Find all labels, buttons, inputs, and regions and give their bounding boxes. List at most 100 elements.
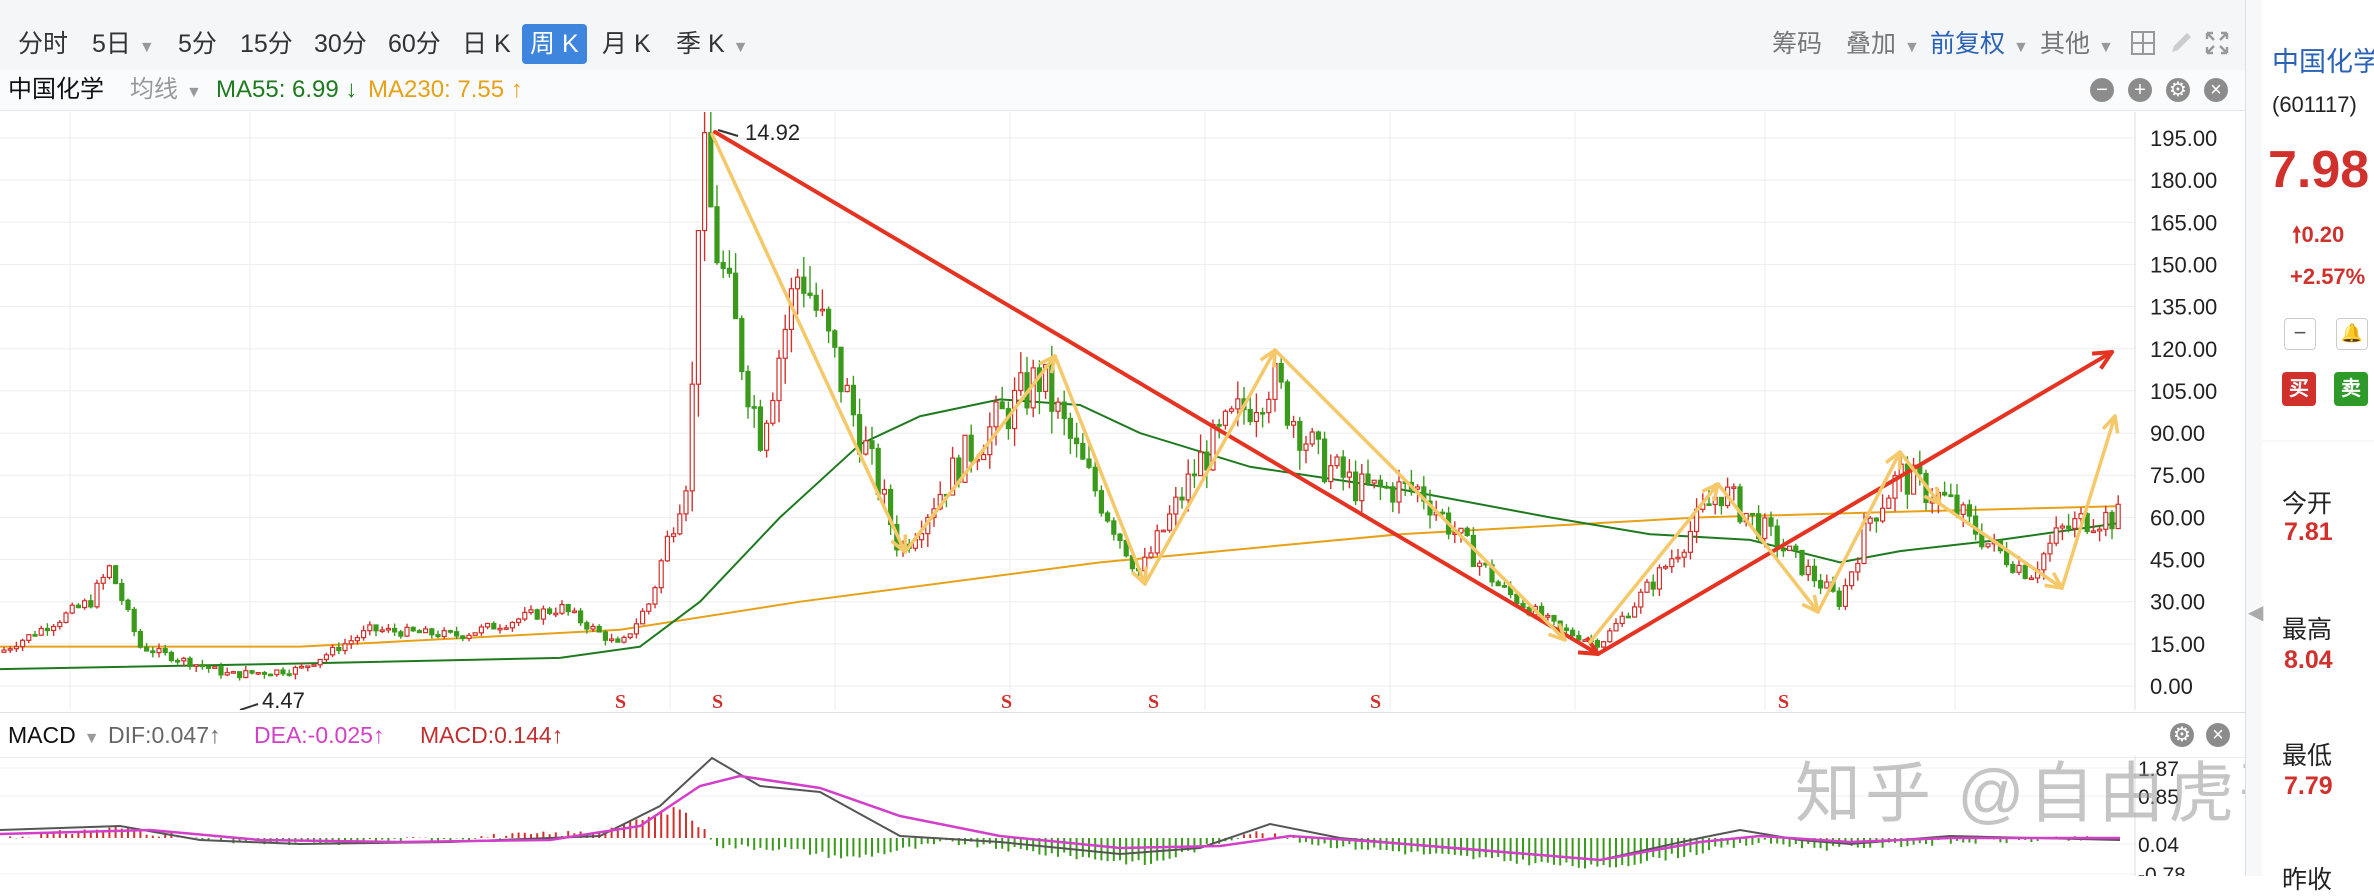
candle-body xyxy=(1904,463,1911,495)
candle-body xyxy=(1495,581,1501,587)
plus-circle-icon[interactable]: + xyxy=(2128,78,2152,102)
signal-marker: S xyxy=(615,691,626,710)
close-icon[interactable]: × xyxy=(2206,723,2230,747)
remove-watch-button[interactable]: − xyxy=(2284,318,2316,350)
price-tick-label: 75.00 xyxy=(2150,463,2205,488)
candle-body xyxy=(515,618,522,624)
swing-arrow xyxy=(2060,414,2117,590)
candle-body xyxy=(540,608,547,620)
overlay-dropdown[interactable]: 叠加 ▼ xyxy=(1846,24,1920,64)
candle-body xyxy=(429,628,435,636)
candle-body xyxy=(32,634,38,637)
price-tick-label: 15.00 xyxy=(2150,632,2205,657)
other-label: 其他 xyxy=(2040,30,2091,58)
candle-body xyxy=(1371,479,1377,484)
candle-body xyxy=(1669,558,1675,568)
tab-day-k[interactable]: 日 K xyxy=(462,30,511,58)
macd-tick-label: 0.85 xyxy=(2138,786,2179,809)
ma-selector[interactable]: 均线 ▼ xyxy=(130,70,202,113)
candle-body xyxy=(286,673,292,676)
close-icon[interactable]: × xyxy=(2204,78,2228,102)
candle-body xyxy=(1173,496,1179,515)
candle-body xyxy=(1284,381,1291,426)
candle-body xyxy=(677,513,683,535)
candle-body xyxy=(670,533,677,537)
macd-value: MACD:0.144↑ xyxy=(420,722,564,748)
candle-body xyxy=(398,631,404,637)
candle-body xyxy=(1042,363,1049,393)
candle-body xyxy=(2115,503,2121,530)
swing-arrow xyxy=(1143,348,1277,586)
price-tick-label: 180.00 xyxy=(2150,168,2217,193)
candle-body xyxy=(199,664,205,668)
quote-name[interactable]: 中国化学 xyxy=(2272,47,2374,77)
signal-marker: S xyxy=(1148,691,1159,710)
candle-body xyxy=(75,604,82,609)
signal-marker: S xyxy=(712,691,723,710)
other-dropdown[interactable]: 其他 ▼ xyxy=(2040,24,2114,64)
candle-body xyxy=(1476,562,1483,567)
tab-5day[interactable]: 5日 ▼ xyxy=(84,24,163,64)
candle-body xyxy=(782,328,788,359)
adjust-dropdown[interactable]: 前复权 ▼ xyxy=(1930,24,2029,64)
swing-arrow xyxy=(710,132,907,554)
candle-body xyxy=(1067,417,1074,439)
tab-15min[interactable]: 15分 xyxy=(240,30,293,58)
price-chart[interactable]: 195.00 180.00 165.00 150.00 135.00 120.00 105.… xyxy=(0,112,2245,710)
min-pointer xyxy=(239,703,259,710)
chips-button[interactable]: 筹码 xyxy=(1772,30,1823,58)
candle-body xyxy=(503,627,509,630)
ma-selector-label: 均线 xyxy=(130,76,178,103)
dea-line xyxy=(0,774,2120,862)
collapse-panel-icon[interactable]: ◀ xyxy=(2248,602,2264,624)
grid-layout-icon[interactable] xyxy=(2130,30,2156,56)
candle-body xyxy=(1365,473,1371,484)
high-label: 最高 xyxy=(2282,616,2333,644)
candle-body xyxy=(311,664,317,667)
candle-body xyxy=(1272,362,1278,400)
gear-icon[interactable]: ⚙ xyxy=(2170,723,2194,747)
minus-circle-icon[interactable]: − xyxy=(2090,78,2114,102)
tab-5min[interactable]: 5分 xyxy=(178,30,217,58)
quote-change-pct: +2.57% xyxy=(2290,264,2366,289)
sell-button[interactable]: 卖 xyxy=(2334,372,2368,406)
candle-body xyxy=(701,132,708,232)
candle-body xyxy=(949,457,956,496)
macd-axis: 1.87 0.85 0.04 -0.78 xyxy=(2138,758,2186,876)
candle-body xyxy=(1780,548,1787,552)
candle-body xyxy=(2053,527,2059,544)
tab-week-k[interactable]: 周 K xyxy=(522,24,587,64)
tab-timeshare[interactable]: 分时 xyxy=(18,30,69,58)
candle-body xyxy=(1185,473,1191,501)
candle-body xyxy=(1278,362,1284,383)
gear-icon[interactable]: ⚙ xyxy=(2166,78,2190,102)
candle-body xyxy=(1941,491,1948,496)
signal-marker: S xyxy=(1370,691,1381,710)
candle-body xyxy=(1197,451,1204,477)
tab-month-k[interactable]: 月 K xyxy=(602,30,651,58)
tab-season-k[interactable]: 季 K ▼ xyxy=(668,24,756,64)
buy-button[interactable]: 买 xyxy=(2282,372,2316,406)
candle-body xyxy=(1334,456,1340,467)
candle-body xyxy=(720,262,726,269)
candle-body xyxy=(305,665,311,669)
tab-60min[interactable]: 60分 xyxy=(388,30,441,58)
candle-body xyxy=(863,440,869,455)
macd-header: MACD ▼ DIF:0.047↑ DEA:-0.025↑ MACD:0.144↑… xyxy=(0,712,2245,758)
macd-chart[interactable]: 1.87 0.85 0.04 -0.78 xyxy=(0,756,2245,876)
swing-arrow xyxy=(1716,482,1820,614)
candle-body xyxy=(1390,486,1396,503)
candle-body xyxy=(38,627,44,636)
candle-body xyxy=(819,308,826,312)
open-label: 今开 xyxy=(2282,490,2333,518)
candle-body xyxy=(1514,593,1520,605)
fullscreen-icon[interactable] xyxy=(2204,30,2230,56)
candle-body xyxy=(1948,494,1954,498)
tab-30min[interactable]: 30分 xyxy=(314,30,367,58)
bell-icon[interactable]: 🔔 xyxy=(2336,318,2368,350)
indicator-selector[interactable]: MACD ▼ xyxy=(8,713,100,761)
downtrend-arrow xyxy=(713,130,1600,656)
max-price-label: 14.92 xyxy=(745,120,800,145)
draw-pen-icon[interactable] xyxy=(2168,30,2194,56)
candle-body xyxy=(193,664,199,668)
